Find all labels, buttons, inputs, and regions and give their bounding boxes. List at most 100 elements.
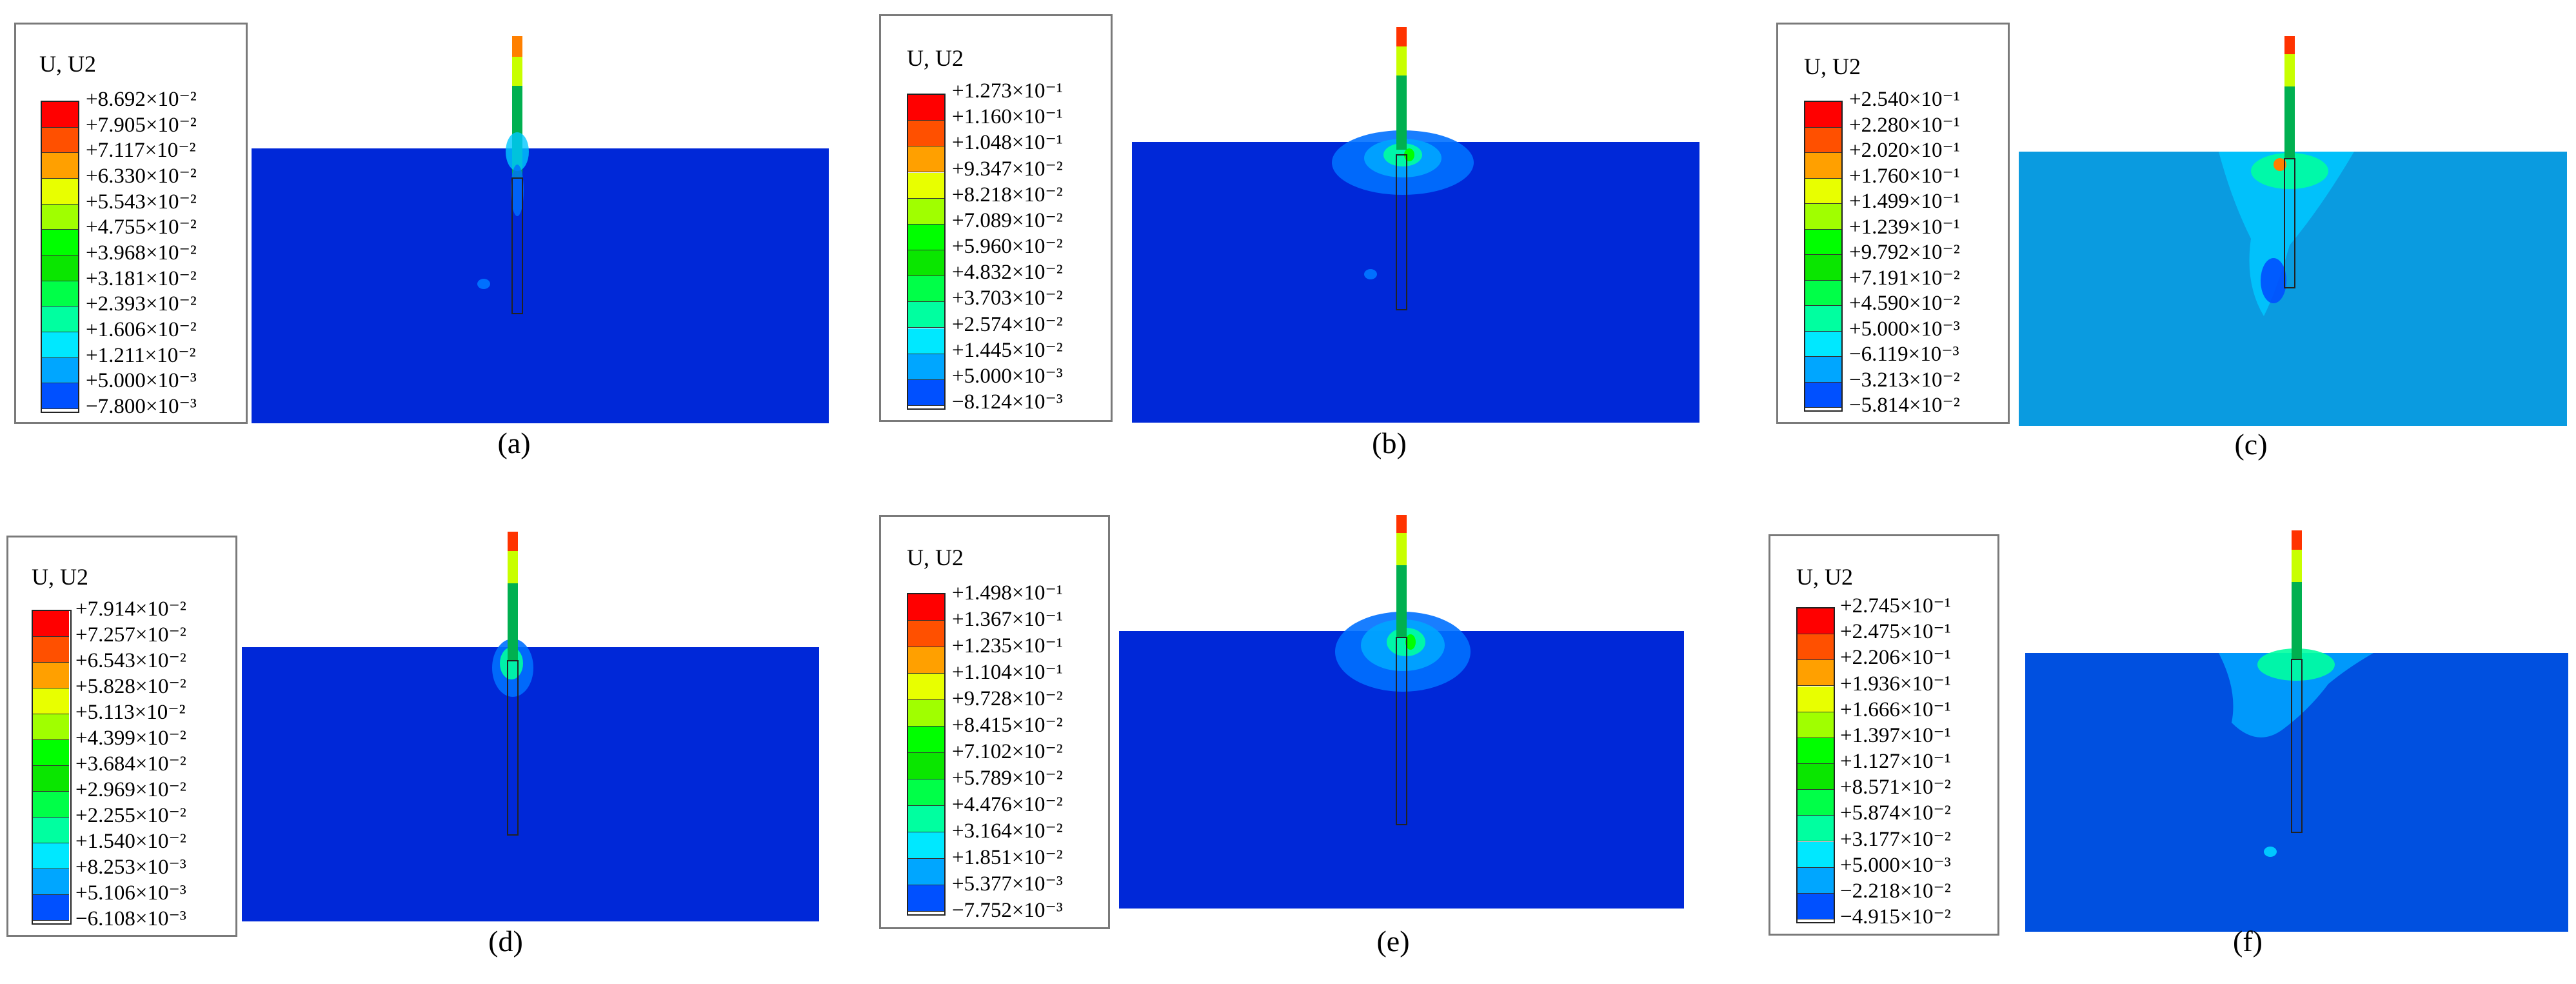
color-band [908,302,944,328]
legend-tick-label: −4.915×10⁻² [1840,905,1951,929]
legend-tick-label: +8.253×10⁻³ [75,856,186,879]
color-band [1805,306,1841,332]
panel-c: U, U2 +2.540×10⁻¹ +2.280×10⁻¹ +2.020×10⁻¹ +… [1754,0,2576,490]
legend-tick-label: +1.540×10⁻² [75,830,186,853]
color-band [908,806,944,832]
legend-tick-label: +9.728×10⁻² [952,687,1063,710]
legend-tick-label: +5.543×10⁻² [86,190,197,214]
color-band [908,859,944,885]
caption-a: (a) [497,427,531,459]
legend-tick-label: +2.745×10⁻¹ [1840,594,1951,618]
legend-e: U, U2 +1.498×10⁻¹ +1.367×10⁻¹ +1.235×10⁻¹ +… [879,515,1110,929]
color-band [33,895,69,921]
legend-b: U, U2 +1.273×10⁻¹ +1.160×10⁻¹ +1.048×10⁻¹ +… [879,14,1113,422]
color-band [1798,816,1834,842]
color-band [33,843,69,869]
legend-tick-label: +8.692×10⁻² [86,88,197,111]
legend-tick-label: −2.218×10⁻² [1840,879,1951,903]
legend-tick-label: +5.960×10⁻² [952,235,1063,258]
color-scale-d [32,610,72,925]
legend-tick-label: −7.800×10⁻³ [86,395,197,418]
color-band [908,594,944,621]
legend-tick-label: +1.760×10⁻¹ [1849,164,1960,188]
legend-title: U, U2 [32,564,88,590]
color-band [33,637,69,663]
color-band [33,740,69,766]
color-scale-e [907,593,946,916]
panel-e: U, U2 +1.498×10⁻¹ +1.367×10⁻¹ +1.235×10⁻¹ +… [864,503,1722,984]
legend-tick-label: +8.571×10⁻² [1840,776,1951,799]
color-band [1798,634,1834,661]
contour-plot-d [242,532,819,921]
color-band [908,379,944,406]
caption-e: (e) [1376,925,1410,958]
color-band [33,818,69,843]
panel-f: U, U2 +2.745×10⁻¹ +2.475×10⁻¹ +2.206×10⁻¹ +… [1754,503,2576,984]
legend-tick-label: +1.127×10⁻¹ [1840,750,1951,773]
legend-tick-label: +2.020×10⁻¹ [1849,139,1960,162]
legend-tick-label: +6.330×10⁻² [86,165,197,188]
panel-b: U, U2 +1.273×10⁻¹ +1.160×10⁻¹ +1.048×10⁻¹ +… [864,0,1722,490]
legend-tick-label: +8.415×10⁻² [952,714,1063,737]
color-band [33,611,69,637]
legend-tick-label: +1.160×10⁻¹ [952,105,1063,129]
color-band [42,383,78,409]
legend-title: U, U2 [1796,564,1853,590]
legend-tick-label: −7.752×10⁻³ [952,899,1063,922]
color-band [42,256,78,281]
legend-tick-label: +7.191×10⁻² [1849,266,1960,290]
legend-f: U, U2 +2.745×10⁻¹ +2.475×10⁻¹ +2.206×10⁻¹ +… [1769,534,1999,936]
legend-tick-label: +3.181×10⁻² [86,266,197,290]
legend-tick-label: +5.874×10⁻² [1840,801,1951,825]
legend-tick-label: +4.755×10⁻² [86,216,197,239]
legend-tick-label: +2.540×10⁻¹ [1849,88,1960,111]
legend-tick-label: −6.108×10⁻³ [75,907,186,930]
color-band [908,647,944,674]
color-band [1798,608,1834,635]
color-band [908,674,944,700]
color-band [1798,764,1834,790]
legend-tick-label: +3.703×10⁻² [952,286,1063,310]
caption-f: (f) [2233,925,2263,958]
legend-tick-label: −5.814×10⁻² [1849,394,1960,417]
color-band [908,198,944,225]
legend-title: U, U2 [907,545,964,570]
color-band [33,869,69,895]
legend-tick-label: +8.218×10⁻² [952,183,1063,206]
color-band [42,332,78,358]
color-band [42,153,78,179]
legend-tick-label: +2.206×10⁻¹ [1840,646,1951,670]
legend-tick-label: +3.164×10⁻² [952,819,1063,843]
color-band [908,727,944,753]
color-band [42,230,78,256]
legend-tick-label: +9.347×10⁻² [952,157,1063,181]
color-band [1805,357,1841,383]
panel-d: U, U2 +7.914×10⁻² +7.257×10⁻² +6.543×10⁻² +… [0,503,858,984]
contour-plot-b [1132,27,1699,423]
color-band [42,179,78,205]
legend-tick-label: +5.000×10⁻³ [86,369,197,393]
color-band [1798,712,1834,738]
color-scale-b [907,94,946,410]
legend-tick-label: +5.377×10⁻³ [952,872,1063,896]
legend-tick-label: +7.117×10⁻² [86,139,196,163]
caption-b: (b) [1372,427,1407,459]
legend-tick-label: +1.235×10⁻¹ [952,634,1063,658]
color-band [1798,660,1834,687]
legend-tick-label: +2.255×10⁻² [75,804,186,827]
color-band [908,832,944,859]
caption-d: (d) [488,925,523,958]
contour-plot-f [2025,530,2568,932]
legend-tick-label: +7.102×10⁻² [952,740,1063,763]
legend-tick-label: +2.393×10⁻² [86,292,197,316]
color-band [908,95,944,121]
legend-tick-label: +1.851×10⁻² [952,846,1063,869]
contour-plot-a [252,36,829,423]
color-band [1805,255,1841,281]
legend-tick-label: +7.914×10⁻² [75,597,186,621]
legend-tick-label: +5.828×10⁻² [75,675,186,698]
legend-tick-label: +4.476×10⁻² [952,793,1063,816]
color-band [1798,790,1834,816]
legend-tick-label: +5.000×10⁻³ [1849,317,1960,341]
color-band [42,127,78,154]
